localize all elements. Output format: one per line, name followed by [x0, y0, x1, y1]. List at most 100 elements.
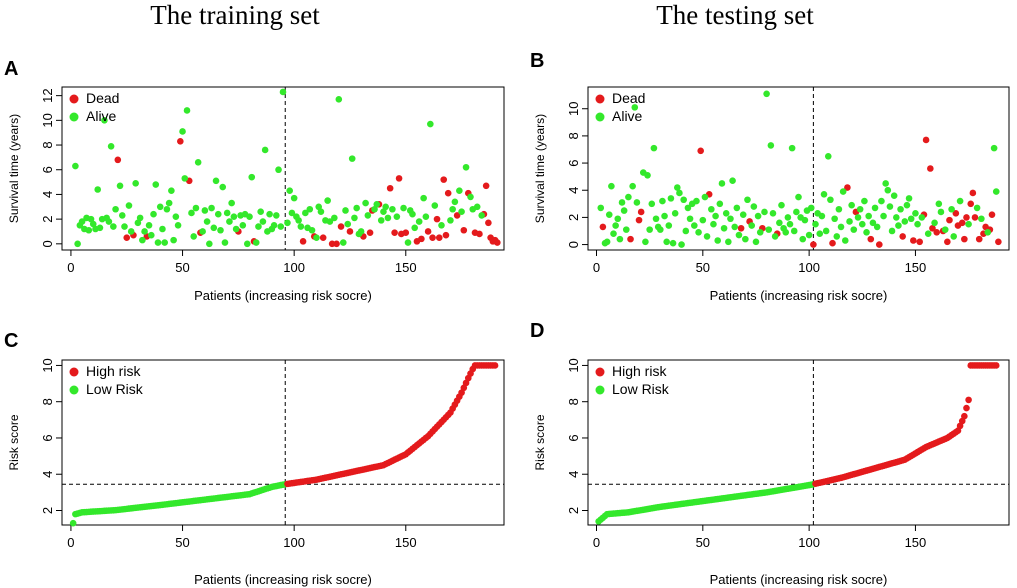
- point-alive: [605, 211, 613, 218]
- point-alive: [708, 205, 715, 213]
- point-alive: [941, 226, 949, 233]
- y-tick-label: 10: [40, 358, 55, 372]
- point-dead: [333, 240, 340, 248]
- point-alive: [827, 196, 834, 204]
- plot-frame: [587, 359, 1010, 526]
- point-alive: [735, 231, 743, 239]
- point-alive: [869, 219, 877, 227]
- right-column-title: The testing set: [656, 0, 814, 30]
- point-alive: [409, 210, 416, 218]
- point-alive: [603, 238, 611, 246]
- point-alive: [168, 187, 175, 195]
- point-dead: [627, 235, 634, 243]
- point-alive: [769, 210, 777, 217]
- point-alive: [154, 239, 162, 246]
- point-alive: [799, 235, 807, 243]
- point-alive: [978, 215, 985, 223]
- x-axis-label: Patients (increasing risk socre): [194, 572, 372, 587]
- point-alive: [905, 195, 913, 202]
- chart-d: 0 50 100 150 2 4 6 8 10 Patients (increasing risk…: [533, 358, 1010, 587]
- point-alive: [382, 203, 389, 211]
- point-alive: [820, 191, 828, 198]
- y-tick-label: 6: [566, 159, 581, 166]
- point-alive: [754, 212, 762, 220]
- legend-marker: [595, 94, 605, 104]
- panel-letter-d: D: [530, 320, 545, 342]
- x-axis-label: Patients (increasing risk socre): [710, 572, 888, 587]
- point-alive: [324, 197, 331, 204]
- point-alive: [223, 209, 231, 217]
- point-alive: [795, 193, 802, 201]
- point-alive: [194, 159, 202, 166]
- point-alive: [950, 233, 958, 240]
- point-alive: [96, 224, 104, 232]
- point-alive: [284, 219, 291, 227]
- point-alive: [801, 216, 809, 224]
- point-alive: [384, 214, 392, 222]
- point-alive: [141, 228, 148, 235]
- point-alive: [451, 198, 459, 206]
- x-tick-label: 150: [905, 535, 927, 550]
- point-dead: [697, 147, 704, 155]
- point-alive: [353, 204, 360, 212]
- point-alive: [873, 223, 881, 231]
- point-alive: [478, 212, 485, 219]
- point-alive: [427, 120, 434, 128]
- point-alive: [232, 225, 240, 233]
- point-alive: [132, 180, 139, 187]
- point-alive: [447, 217, 454, 224]
- point-alive: [729, 177, 736, 185]
- point-alive: [616, 235, 624, 243]
- point-alive: [720, 224, 728, 232]
- point-alive: [110, 223, 117, 230]
- point-alive: [888, 227, 896, 235]
- point-alive: [105, 218, 113, 225]
- point-dead: [829, 239, 836, 247]
- point-dead: [899, 233, 906, 240]
- y-tick-label: 2: [40, 507, 55, 514]
- point-alive: [656, 226, 664, 233]
- point-alive: [701, 193, 709, 201]
- point-alive: [252, 239, 260, 246]
- point-alive: [725, 238, 732, 246]
- point-alive: [411, 224, 419, 232]
- point-alive: [597, 204, 605, 212]
- legend-label: Low Risk: [86, 381, 144, 397]
- point-dead: [485, 219, 492, 227]
- point-alive: [297, 223, 305, 230]
- point-alive: [846, 218, 853, 225]
- legend-marker: [595, 367, 605, 377]
- point-alive: [118, 212, 126, 219]
- y-tick-label: 10: [40, 113, 55, 127]
- point-alive: [317, 208, 325, 216]
- point-alive: [633, 199, 641, 206]
- x-tick-label: 50: [175, 535, 189, 550]
- point-alive: [217, 226, 224, 234]
- point-alive: [691, 222, 698, 229]
- point-alive: [306, 205, 314, 213]
- point-high-risk: [491, 362, 499, 369]
- point-dead: [114, 156, 122, 164]
- point-alive: [85, 226, 93, 234]
- point-dead: [910, 237, 917, 244]
- x-tick-label: 100: [798, 535, 820, 550]
- point-alive: [761, 208, 768, 216]
- point-dead: [975, 235, 983, 243]
- point-alive: [703, 233, 711, 240]
- point-alive: [174, 222, 182, 229]
- point-alive: [210, 224, 218, 232]
- y-tick-label: 4: [40, 471, 55, 478]
- point-alive: [839, 188, 847, 195]
- legend-label: Dead: [86, 90, 119, 106]
- x-tick-label: 100: [283, 535, 305, 550]
- point-alive: [212, 177, 220, 185]
- plot-frame: [61, 86, 505, 251]
- point-alive: [226, 218, 233, 225]
- point-alive: [878, 197, 885, 205]
- point-alive: [179, 128, 186, 135]
- point-dead: [402, 229, 410, 237]
- point-dead: [971, 214, 979, 221]
- point-alive: [680, 196, 687, 204]
- point-dead: [952, 210, 960, 217]
